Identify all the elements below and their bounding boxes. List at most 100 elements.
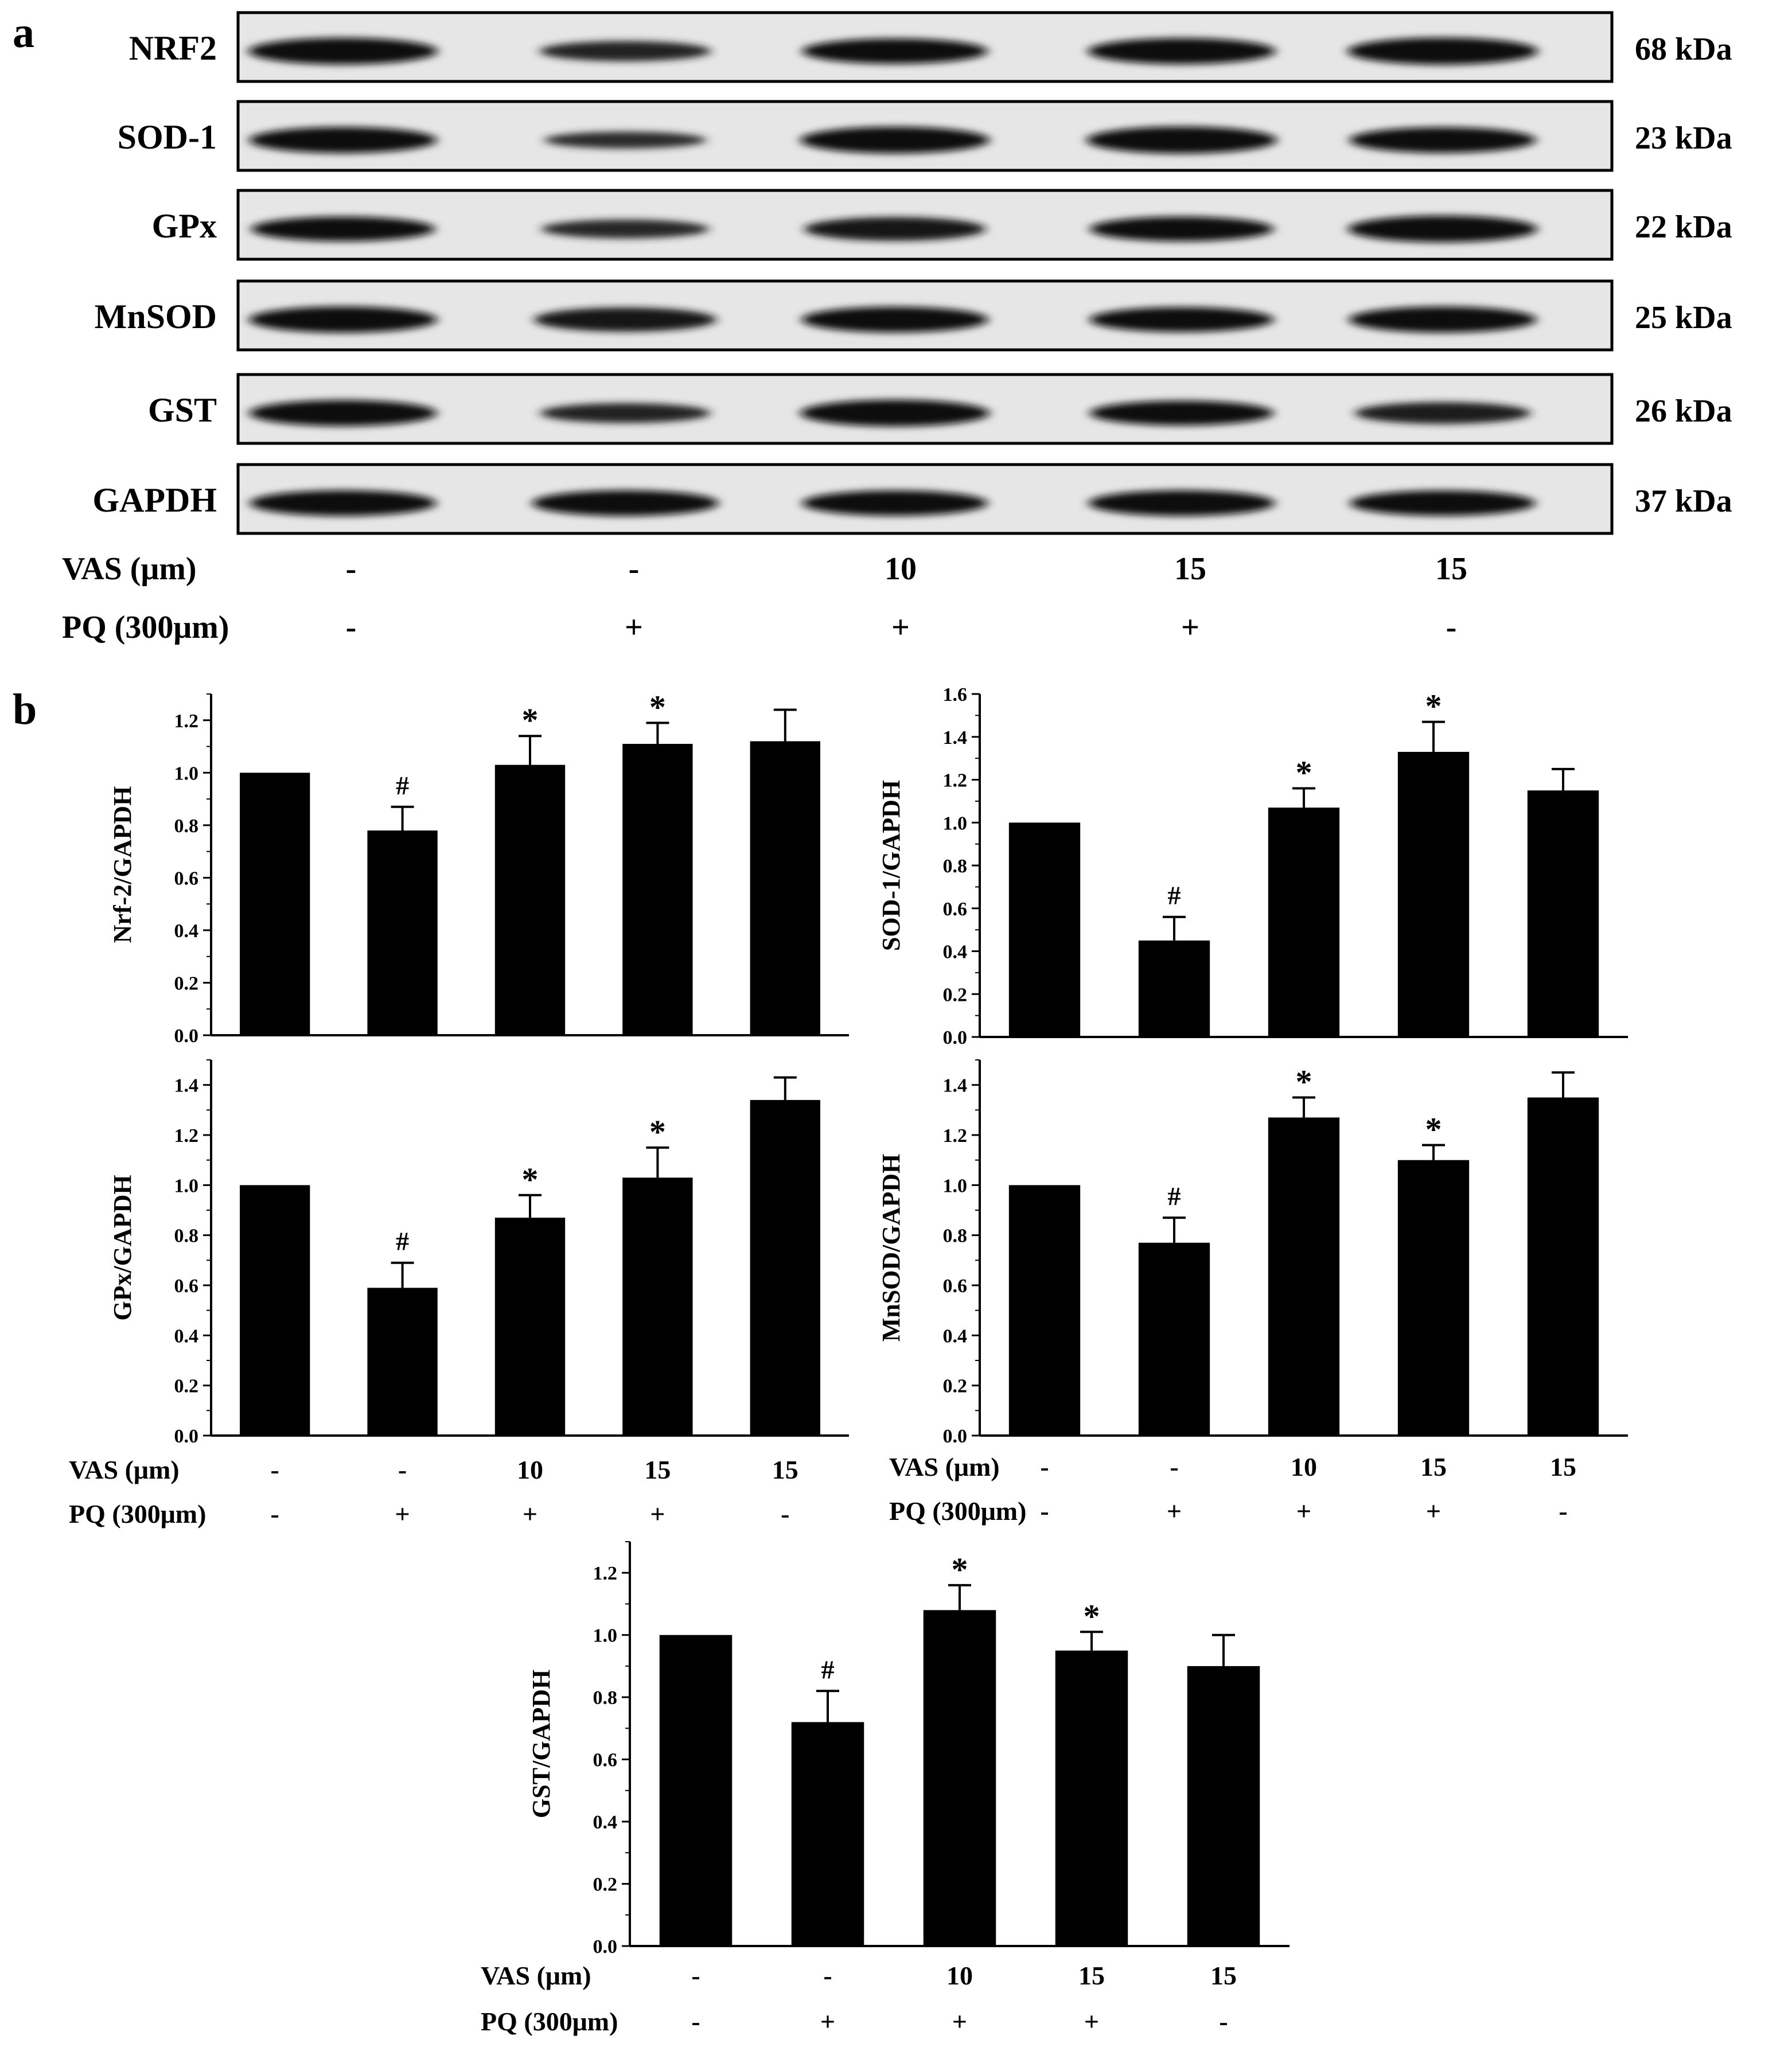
vas-value: 15 — [772, 1455, 798, 1484]
bar — [367, 830, 438, 1035]
vas-label: VAS (μm) — [69, 1455, 180, 1484]
significance-mark: # — [1168, 881, 1181, 910]
bar — [1527, 790, 1599, 1037]
blot-band — [1089, 216, 1274, 241]
y-tick-label: 0.6 — [943, 1276, 968, 1297]
blot-protein-label: GPx — [152, 207, 217, 245]
y-tick-label: 0.6 — [174, 1276, 199, 1297]
bar — [1268, 808, 1340, 1037]
y-tick-label: 1.2 — [593, 1563, 618, 1584]
y-tick-label: 1.0 — [593, 1625, 618, 1647]
blot-band — [802, 490, 988, 516]
y-tick-label: 0.4 — [943, 1325, 968, 1347]
vas-value: - — [1040, 1452, 1049, 1481]
pq-value: + — [820, 2007, 835, 2036]
y-tick-label: 0.2 — [943, 1376, 968, 1397]
blot-band — [248, 306, 438, 333]
vas-label: VAS (μm) — [62, 551, 197, 587]
vas-value: 15 — [1210, 1961, 1237, 1990]
bar — [494, 765, 566, 1035]
vas-value: - — [346, 551, 357, 587]
y-tick-label: 0.8 — [174, 816, 199, 837]
blot-frame — [236, 100, 1614, 172]
blot-band — [1089, 307, 1274, 332]
blot-protein-label: SOD-1 — [118, 118, 217, 156]
pq-value: + — [1181, 610, 1199, 645]
vas-value: 15 — [1420, 1452, 1447, 1481]
blot-band — [1088, 490, 1275, 516]
bar — [791, 1722, 864, 1946]
pq-label: PQ (300μm) — [481, 2007, 618, 2036]
significance-mark: * — [649, 688, 666, 726]
bar — [1138, 1242, 1210, 1436]
blot-band — [1086, 126, 1277, 154]
chart-1: 0.0 0.2 0.4 0.6 0.8 1.0 1.2 Nrf-2/GAPDH # * * — [108, 688, 849, 1047]
pq-label: PQ (300μm) — [69, 1499, 206, 1528]
bar — [622, 743, 693, 1035]
bar — [494, 1218, 566, 1436]
pq-value: + — [1426, 1496, 1441, 1526]
pq-value: + — [523, 1499, 537, 1528]
blot-strip-mnsod: MnSOD 25 kDa — [95, 279, 1732, 352]
bar — [1187, 1666, 1260, 1946]
blot-size-label: 25 kDa — [1635, 300, 1732, 336]
blot-strip-gst: GST 26 kDa — [148, 373, 1732, 445]
blot-band — [248, 38, 438, 65]
significance-mark: * — [522, 1161, 539, 1198]
blot-frame — [236, 279, 1614, 352]
blot-band — [250, 490, 437, 516]
pq-value: + — [395, 1499, 410, 1528]
blot-band — [804, 217, 985, 241]
vas-value: 15 — [1174, 551, 1206, 587]
vas-value: - — [398, 1455, 407, 1484]
y-tick-label: 0.4 — [174, 1325, 199, 1347]
y-axis-label: MnSOD/GAPDH — [877, 1154, 905, 1342]
pq-value: - — [1219, 2007, 1228, 2036]
blot-size-label: 26 kDa — [1635, 393, 1732, 429]
bar — [659, 1635, 733, 1946]
pq-value: - — [691, 2007, 700, 2036]
chart-5: 0.0 0.2 0.4 0.6 0.8 1.0 1.2 GST/GAPDH # * * VAS (μm… — [481, 1541, 1290, 2036]
y-tick-label: 0.8 — [174, 1226, 199, 1247]
bar — [1527, 1097, 1599, 1436]
blot-band — [800, 127, 990, 154]
blot-band — [1347, 216, 1538, 243]
chart-2: 0.0 0.2 0.4 0.6 0.8 1.0 1.2 1.4 1.6 SOD-1/GAPDH # *… — [877, 684, 1628, 1048]
significance-mark: # — [396, 1227, 409, 1256]
y-tick-label: 1.0 — [174, 763, 199, 784]
blot-band — [249, 127, 437, 153]
significance-mark: * — [1425, 688, 1442, 725]
blot-protein-label: NRF2 — [129, 29, 217, 67]
vas-value: 10 — [885, 551, 917, 587]
blot-band — [541, 219, 710, 239]
blot-band — [251, 216, 435, 241]
y-tick-label: 1.2 — [174, 711, 199, 732]
significance-mark: # — [821, 1655, 835, 1684]
vas-value: - — [1170, 1452, 1178, 1481]
pq-value: + — [650, 1499, 665, 1528]
y-tick-label: 0.8 — [943, 856, 968, 877]
blot-band — [1089, 400, 1274, 426]
bar — [750, 1099, 820, 1436]
y-tick-label: 1.2 — [943, 1125, 968, 1147]
vas-label: VAS (μm) — [889, 1452, 1000, 1481]
blot-size-label: 37 kDa — [1635, 483, 1732, 519]
pq-value: + — [1084, 2007, 1099, 2036]
pq-value: + — [1296, 1496, 1311, 1526]
y-tick-label: 0.0 — [174, 1426, 199, 1447]
y-tick-label: 1.2 — [943, 770, 968, 791]
y-tick-label: 1.6 — [943, 684, 968, 705]
panel-b-label: b — [13, 685, 37, 734]
pq-value: - — [1559, 1496, 1567, 1526]
blot-size-label: 22 kDa — [1635, 209, 1732, 245]
blot-band — [1354, 402, 1531, 424]
blot-size-label: 23 kDa — [1635, 120, 1732, 156]
pq-value: - — [346, 610, 357, 645]
blot-protein-label: GST — [148, 391, 217, 429]
bar — [1008, 1185, 1081, 1436]
y-tick-label: 0.0 — [174, 1025, 199, 1047]
y-tick-label: 1.4 — [943, 1075, 968, 1097]
y-tick-label: 1.0 — [174, 1175, 199, 1196]
blot-band — [800, 400, 990, 427]
